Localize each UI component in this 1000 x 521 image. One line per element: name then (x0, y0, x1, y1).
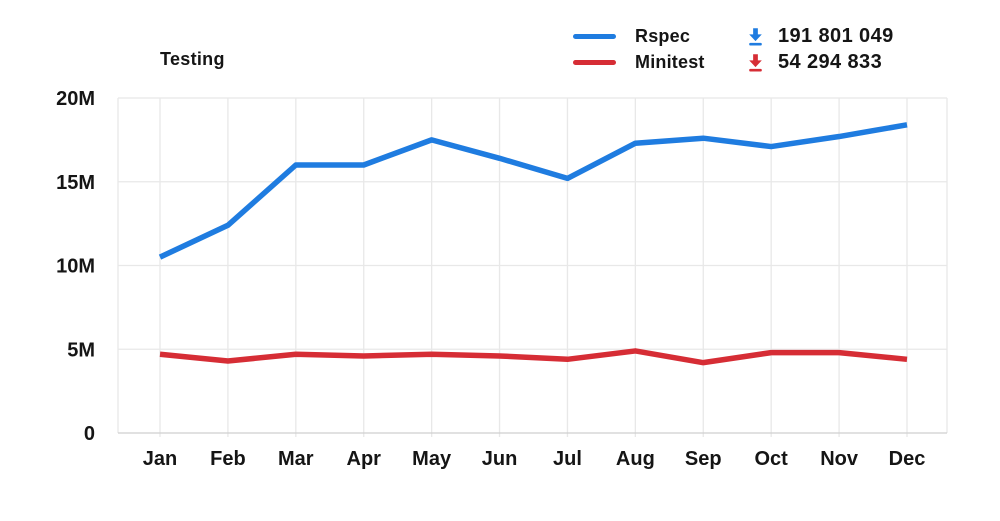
download-count: 54 294 833 (778, 50, 883, 73)
legend-label: Rspec (635, 25, 691, 46)
x-axis-label-nov: Nov (820, 448, 859, 470)
series-line-rspec[interactable] (158, 122, 908, 260)
x-axis-label-apr: Apr (347, 448, 382, 470)
y-axis-label-10M: 10M (56, 256, 95, 278)
download-icon (745, 26, 766, 47)
x-axis-label-sep: Sep (685, 448, 722, 470)
x-axis-label-jul: Jul (553, 448, 582, 470)
download-count: 191 801 049 (778, 24, 894, 47)
x-axis-label-aug: Aug (616, 448, 655, 470)
x-axis-label-mar: Mar (278, 448, 314, 470)
legend-swatch (573, 59, 616, 65)
legend-label: Minitest (635, 51, 705, 72)
legend-item-minitest[interactable]: Minitest 54 294 833 (573, 49, 894, 75)
chart-title: Testing (160, 49, 225, 69)
series-line-minitest[interactable] (159, 348, 908, 366)
x-axis-label-jun: Jun (482, 448, 518, 470)
x-axis-label-dec: Dec (889, 448, 926, 470)
y-axis-label-20M: 20M (56, 88, 95, 110)
x-axis-label-oct: Oct (755, 448, 789, 470)
download-icon (745, 52, 766, 73)
x-axis-label-feb: Feb (210, 448, 246, 470)
y-axis-label-0: 0 (84, 423, 95, 445)
y-axis-label-15M: 15M (56, 172, 95, 194)
x-axis-label-may: May (412, 448, 452, 470)
legend-item-rspec[interactable]: Rspec 191 801 049 (573, 23, 894, 49)
legend: Rspec 191 801 049 Minitest 54 294 833 (573, 23, 894, 75)
legend-swatch (573, 33, 616, 39)
x-axis-label-jan: Jan (143, 448, 177, 470)
y-axis-label-5M: 5M (67, 339, 95, 361)
